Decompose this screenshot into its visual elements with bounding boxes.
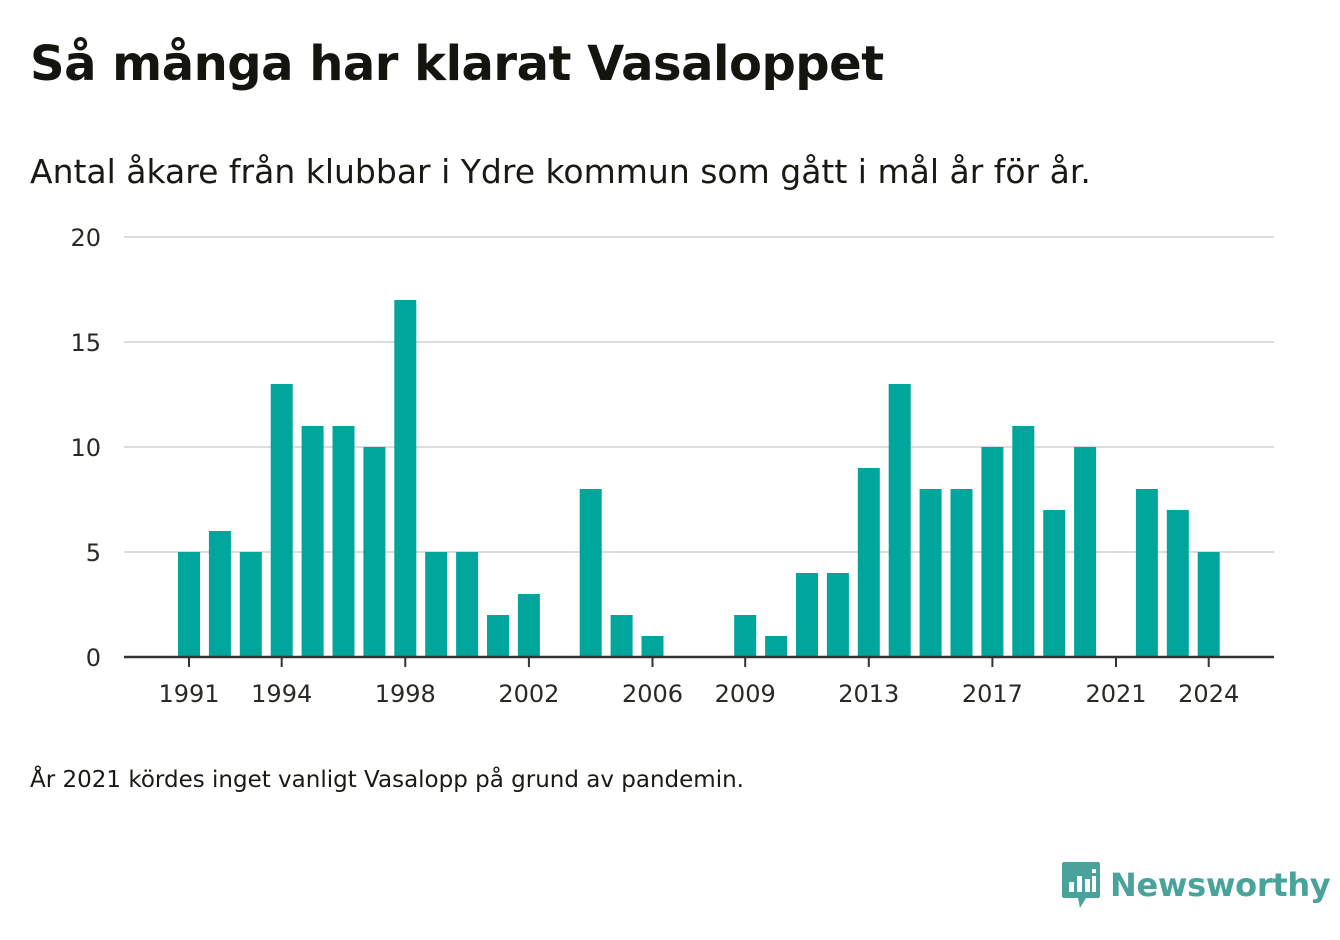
bar-2018[interactable] <box>1012 426 1035 657</box>
bar-1991[interactable] <box>178 552 200 657</box>
x-tick-label: 1991 <box>158 680 219 708</box>
bar-1992[interactable] <box>208 531 231 657</box>
y-tick-label: 0 <box>86 644 101 672</box>
bar-2019[interactable] <box>1043 510 1066 657</box>
x-tick-label: 2017 <box>962 680 1023 708</box>
y-axis-labels: 0 5 10 15 20 <box>70 224 101 672</box>
bars <box>178 300 1220 657</box>
bar-1999[interactable] <box>425 552 448 657</box>
y-tick-label: 10 <box>70 434 101 462</box>
bar-2005[interactable] <box>610 615 633 657</box>
bar-2002[interactable] <box>517 594 540 657</box>
bar-1993[interactable] <box>239 552 262 657</box>
x-tick-label: 2009 <box>715 680 776 708</box>
x-tick-label: 2021 <box>1085 680 1146 708</box>
y-tick-label: 5 <box>86 539 101 567</box>
brand-name: Newsworthy <box>1110 866 1331 904</box>
x-tick-label: 2006 <box>622 680 683 708</box>
bar-1998[interactable] <box>394 300 417 657</box>
bar-2022[interactable] <box>1135 489 1158 657</box>
bar-2000[interactable] <box>456 552 479 657</box>
footnote: År 2021 kördes inget vanligt Vasalopp på… <box>30 767 744 793</box>
bar-2016[interactable] <box>950 489 973 657</box>
bar-2004[interactable] <box>579 489 602 657</box>
bar-2013[interactable] <box>857 468 880 657</box>
bar-2010[interactable] <box>765 636 788 657</box>
chart-subtitle: Antal åkare från klubbar i Ydre kommun s… <box>30 152 1091 191</box>
bar-2023[interactable] <box>1166 510 1189 657</box>
x-tick-label: 2013 <box>838 680 899 708</box>
bar-2020[interactable] <box>1074 447 1097 657</box>
chart-title: Så många har klarat Vasaloppet <box>30 36 884 92</box>
bar-2024[interactable] <box>1197 552 1220 657</box>
bar-2014[interactable] <box>888 384 911 657</box>
x-tick-label: 1994 <box>251 680 312 708</box>
y-tick-label: 15 <box>70 329 101 357</box>
bar-2006[interactable] <box>641 636 664 657</box>
bar-2017[interactable] <box>981 447 1004 657</box>
bar-2011[interactable] <box>796 573 818 657</box>
bar-2001[interactable] <box>487 615 509 657</box>
bar-1997[interactable] <box>363 447 386 657</box>
y-tick-label: 20 <box>70 224 101 252</box>
x-axis: 1991 1994 1998 2002 2006 2009 2013 2017 2021 2024 <box>124 655 1274 708</box>
bar-1996[interactable] <box>332 426 355 657</box>
bar-2015[interactable] <box>919 489 942 657</box>
bar-1994[interactable] <box>270 384 293 657</box>
x-tick-label: 2002 <box>498 680 559 708</box>
bar-2009[interactable] <box>734 615 757 657</box>
x-tick-label: 1998 <box>375 680 436 708</box>
bar-chart: 0 5 10 15 20 1991 1994 1998 2002 2006 2009 2013 201… <box>70 224 1274 708</box>
gridlines <box>124 236 1274 553</box>
bar-1995[interactable] <box>301 426 324 657</box>
bar-2012[interactable] <box>826 573 849 657</box>
brand-logo[interactable]: Newsworthy <box>1060 860 1331 910</box>
newsworthy-logo-icon <box>1062 862 1100 908</box>
x-tick-label: 2024 <box>1178 680 1239 708</box>
